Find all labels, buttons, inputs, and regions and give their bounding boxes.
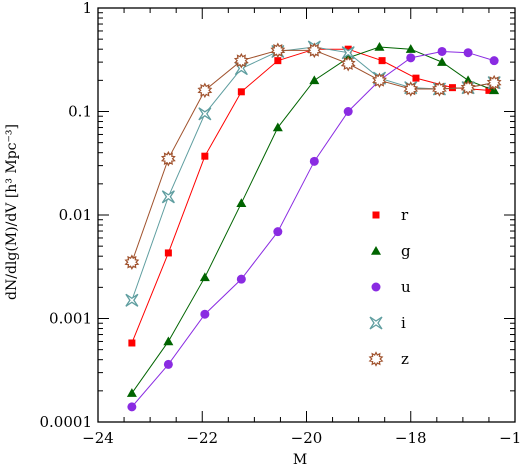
data-point-r xyxy=(164,249,172,257)
data-point-g xyxy=(309,75,320,85)
y-tick-label: 0.1 xyxy=(68,103,92,121)
data-point-r xyxy=(274,57,282,65)
data-point-r xyxy=(128,339,136,347)
x-tick-label: −22 xyxy=(186,429,218,447)
data-point-z xyxy=(460,79,476,96)
data-point-g xyxy=(236,198,247,207)
legend-marker-u xyxy=(371,282,381,292)
y-tick-label: 0.001 xyxy=(49,310,92,328)
plot-frame xyxy=(97,7,516,423)
data-point-u xyxy=(406,53,416,63)
y-axis-label: dN/dlg(M)/dV [h³ Mpc⁻³] xyxy=(4,124,20,300)
data-point-z xyxy=(340,55,356,72)
data-point-z xyxy=(372,72,387,89)
data-point-g xyxy=(126,388,137,397)
data-point-r xyxy=(412,74,420,82)
data-point-z xyxy=(432,81,447,97)
data-point-g xyxy=(272,122,283,132)
series-u xyxy=(127,46,499,412)
data-point-z xyxy=(270,42,286,59)
data-point-r xyxy=(201,152,209,160)
data-point-z xyxy=(233,52,249,69)
data-point-u xyxy=(343,107,353,116)
data-point-u xyxy=(273,227,283,237)
legend-label-u: u xyxy=(401,278,411,296)
series-layer xyxy=(124,40,502,412)
data-point-g xyxy=(405,44,416,53)
data-point-i xyxy=(161,190,175,204)
data-point-z xyxy=(403,81,419,97)
axis-ticks: −24 −22 −20 −18 −16 0.0001 0.001 0.01 0.1 1 xyxy=(40,0,520,447)
data-point-z xyxy=(124,254,140,270)
data-point-u xyxy=(163,359,173,369)
legend-item-i: i xyxy=(369,314,406,332)
data-point-r xyxy=(237,88,245,96)
legend-marker-r xyxy=(372,211,380,219)
data-point-r xyxy=(448,84,456,92)
data-point-r xyxy=(344,45,352,53)
data-point-i xyxy=(198,107,212,121)
legend-marker-i xyxy=(369,316,383,330)
legend-label-g: g xyxy=(401,242,411,260)
data-point-u xyxy=(437,46,447,56)
series-line-u xyxy=(131,50,495,408)
legend-item-r: r xyxy=(372,206,409,224)
data-point-g xyxy=(437,57,448,66)
legend-marker-z xyxy=(368,351,384,367)
plot-border xyxy=(97,7,516,423)
legend-label-z: z xyxy=(401,350,409,368)
data-point-u xyxy=(127,402,137,412)
legend-marker-g xyxy=(371,246,381,255)
data-point-g xyxy=(374,41,385,51)
data-point-g xyxy=(163,336,174,346)
x-tick-label: −16 xyxy=(499,429,520,447)
y-tick-label: 1 xyxy=(82,0,92,17)
y-tick-label: 0.0001 xyxy=(40,413,93,431)
x-tick-label: −20 xyxy=(291,429,323,447)
data-point-r xyxy=(378,57,386,65)
legend-label-r: r xyxy=(401,206,409,224)
data-point-z xyxy=(160,150,176,167)
legend-item-z: z xyxy=(368,350,409,368)
data-point-i xyxy=(341,46,355,60)
data-point-g xyxy=(199,272,210,282)
x-tick-label: −24 xyxy=(82,429,114,447)
data-point-u xyxy=(200,309,210,319)
legend-label-i: i xyxy=(401,314,406,332)
x-axis-label: M xyxy=(293,452,307,468)
data-point-z xyxy=(306,42,322,59)
data-point-u xyxy=(463,48,473,58)
data-point-r xyxy=(485,86,493,94)
legend-item-u: u xyxy=(371,278,411,296)
data-point-g xyxy=(463,75,474,85)
data-point-i xyxy=(125,293,139,307)
legend-item-g: g xyxy=(371,242,411,260)
data-point-u xyxy=(489,56,499,66)
data-point-z xyxy=(197,82,213,99)
series-z xyxy=(124,42,502,270)
data-point-u xyxy=(236,274,246,284)
series-g xyxy=(126,41,500,397)
data-point-z xyxy=(486,74,502,91)
data-point-u xyxy=(309,156,319,166)
x-tick-label: −18 xyxy=(395,429,427,447)
y-tick-label: 0.01 xyxy=(59,206,92,224)
series-line-g xyxy=(131,46,495,394)
